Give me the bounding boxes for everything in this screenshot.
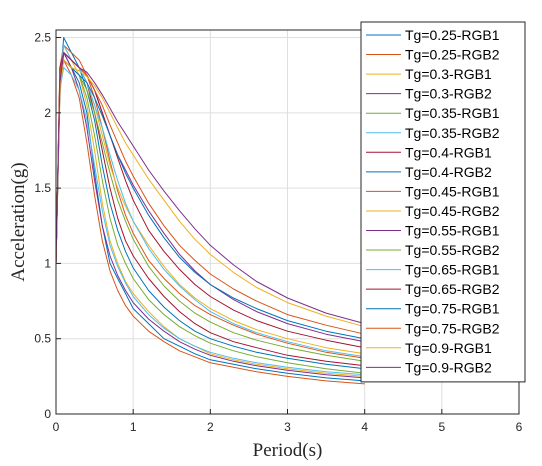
series-line-17 [55, 52, 365, 325]
legend-entry-label: Tg=0.55-RGB1 [405, 223, 500, 239]
legend-entry-label: Tg=0.3-RGB1 [405, 66, 492, 82]
y-tick-label: 0 [44, 407, 51, 421]
y-tick-label: 0.5 [34, 332, 51, 346]
series-line-0 [55, 52, 365, 382]
y-axis-label: Acceleration(g) [8, 162, 29, 281]
series-line-5 [55, 67, 365, 376]
y-tick-label: 1.5 [34, 181, 51, 195]
x-tick-label: 4 [361, 420, 368, 434]
legend-entry-label: Tg=0.4-RGB2 [405, 164, 492, 180]
series-line-14 [55, 59, 365, 340]
series-line-1 [55, 59, 365, 385]
x-axis-label: Period(s) [253, 440, 323, 461]
series-lines [55, 37, 365, 385]
legend-entry-label: Tg=0.75-RGB1 [405, 301, 500, 317]
legend-entry-label: Tg=0.25-RGB2 [405, 47, 500, 63]
legend-box [360, 21, 526, 383]
series-line-16 [55, 59, 365, 328]
legend-entry-label: Tg=0.65-RGB2 [405, 281, 500, 297]
legend-entry-label: Tg=0.35-RGB1 [405, 105, 500, 121]
legend-entry-label: Tg=0.35-RGB2 [405, 125, 500, 141]
legend-entry-label: Tg=0.3-RGB2 [405, 86, 492, 102]
legend-entry-label: Tg=0.55-RGB2 [405, 242, 500, 258]
legend-entry-label: Tg=0.45-RGB2 [405, 203, 500, 219]
x-tick-label: 2 [207, 420, 214, 434]
legend-entry-label: Tg=0.45-RGB1 [405, 183, 500, 199]
x-tick-label: 6 [516, 420, 523, 434]
x-tick-label: 1 [130, 420, 137, 434]
series-line-8 [55, 44, 365, 359]
series-line-2 [55, 44, 365, 377]
y-tick-label: 1 [44, 256, 51, 270]
legend-entry-label: Tg=0.65-RGB1 [405, 262, 500, 278]
legend-entry-label: Tg=0.9-RGB2 [405, 359, 492, 375]
x-tick-label: 3 [284, 420, 291, 434]
x-tick-label: 5 [438, 420, 445, 434]
legend-entry-label: Tg=0.4-RGB1 [405, 144, 492, 160]
axis-ticks: 0 1 2 3 4 5 6 0 0.5 1 1.5 2 2.5 [34, 31, 522, 434]
legend: Tg=0.25-RGB1 Tg=0.25-RGB2 Tg=0.3-RGB1 Tg=0.… [360, 21, 526, 383]
y-tick-label: 2 [44, 106, 51, 120]
legend-entry-label: Tg=0.75-RGB2 [405, 320, 500, 336]
legend-entry-label: Tg=0.9-RGB1 [405, 340, 492, 356]
series-line-7 [55, 37, 365, 370]
legend-entry-label: Tg=0.25-RGB1 [405, 27, 500, 43]
series-line-3 [55, 52, 365, 379]
x-tick-label: 0 [53, 420, 60, 434]
y-tick-label: 2.5 [34, 31, 51, 45]
